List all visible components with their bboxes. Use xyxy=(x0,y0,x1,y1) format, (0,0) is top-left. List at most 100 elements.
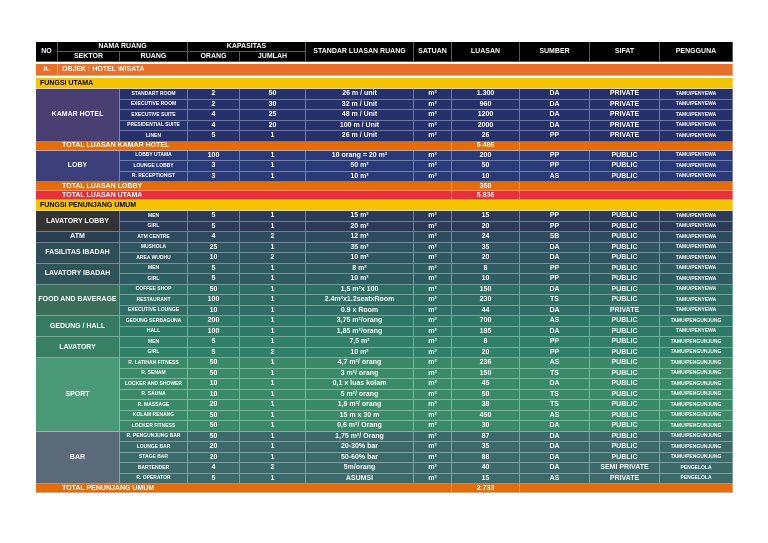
sumber: AS xyxy=(520,473,590,484)
satuan: m² xyxy=(414,379,452,390)
ruang: STANDART ROOM xyxy=(120,89,188,100)
jumlah: 1 xyxy=(240,295,306,306)
standar: 3 m²/ orang xyxy=(306,368,414,379)
sumber: AS xyxy=(520,316,590,327)
sumber: TS xyxy=(520,389,590,400)
jumlah: 2 xyxy=(240,347,306,358)
luasan: 230 xyxy=(452,295,520,306)
ruang: AREA WUDHU xyxy=(120,253,188,264)
orang: 100 xyxy=(188,326,240,337)
sector: LOBY xyxy=(36,150,120,182)
sector: BAR xyxy=(36,431,120,484)
sifat: PUBLIC xyxy=(590,274,660,285)
sifat: PRIVATE xyxy=(590,305,660,316)
sumber: DA xyxy=(520,110,590,121)
pengguna: TAMU/PENYEWA xyxy=(660,211,733,222)
standar: 3,75 m²/orang xyxy=(306,316,414,327)
ruang: LOCKER FITNESS xyxy=(120,421,188,432)
ruang: KOLAM RENANG xyxy=(120,410,188,421)
luasan: 200 xyxy=(452,150,520,161)
standar: 12 m² xyxy=(306,232,414,243)
jumlah: 1 xyxy=(240,284,306,295)
luasan: 40 xyxy=(452,463,520,474)
ruang: MEN xyxy=(120,337,188,348)
ruang: RESTAURANT xyxy=(120,295,188,306)
sifat: PUBLIC xyxy=(590,171,660,182)
orang: 10 xyxy=(188,253,240,264)
header-ruang: RUANG xyxy=(120,52,188,62)
satuan: m² xyxy=(414,110,452,121)
jumlah: 1 xyxy=(240,442,306,453)
satuan: m² xyxy=(414,389,452,400)
pengguna: TAMU/PENYEWA xyxy=(660,110,733,121)
luasan: 150 xyxy=(452,284,520,295)
ruang: LOCKER AND SHOWER xyxy=(120,379,188,390)
satuan: m² xyxy=(414,442,452,453)
satuan: m² xyxy=(414,463,452,474)
sector: SPORT xyxy=(36,358,120,432)
pengguna: TAMU/PENGUNJUNG xyxy=(660,379,733,390)
total-value: 350 xyxy=(452,182,520,191)
jumlah: 1 xyxy=(240,150,306,161)
orang: 50 xyxy=(188,284,240,295)
satuan: m² xyxy=(414,242,452,253)
header-kapasitas: KAPASITAS xyxy=(188,42,306,52)
satuan: m² xyxy=(414,431,452,442)
satuan: m² xyxy=(414,232,452,243)
ruang: LOBBY UTAMA xyxy=(120,150,188,161)
orang: 5 xyxy=(188,347,240,358)
section-heading: FUNGSI PENUNJANG UMUM xyxy=(36,200,733,211)
orang: 4 xyxy=(188,110,240,121)
sumber: AS xyxy=(520,171,590,182)
sifat: PUBLIC xyxy=(590,410,660,421)
luasan: 700 xyxy=(452,316,520,327)
luasan: 20 xyxy=(452,253,520,264)
total-label: TOTAL LUASAN KAMAR HOTEL xyxy=(36,141,452,151)
ruang: R. RECEPTIONIST xyxy=(120,171,188,182)
jumlah: 2 xyxy=(240,232,306,243)
luasan: 150 xyxy=(452,368,520,379)
jumlah: 20 xyxy=(240,120,306,131)
total-filler xyxy=(520,182,733,191)
total-label: TOTAL LUASAN UTAMA xyxy=(36,191,452,200)
satuan: m² xyxy=(414,99,452,110)
pengguna: TAMU/PENYEWA xyxy=(660,284,733,295)
jumlah: 1 xyxy=(240,358,306,369)
pengguna: TAMU/PENYEWA xyxy=(660,232,733,243)
luasan: 185 xyxy=(452,326,520,337)
orang: 5 xyxy=(188,274,240,285)
pengguna: TAMU/PENYEWA xyxy=(660,274,733,285)
pengguna: TAMU/PENGUNJUNG xyxy=(660,347,733,358)
orang: 3 xyxy=(188,161,240,172)
pengguna: TAMU/PENYEWA xyxy=(660,221,733,232)
sumber: PP xyxy=(520,161,590,172)
ruang: LOUNGE LOBBY xyxy=(120,161,188,172)
standar: 26 m / unit xyxy=(306,89,414,100)
section-label: OBJEK : HOTEL WISATA xyxy=(58,64,733,76)
section-no: A. xyxy=(36,64,58,76)
sumber: DA xyxy=(520,452,590,463)
standar: 5 m²/ orang xyxy=(306,389,414,400)
orang: 4 xyxy=(188,232,240,243)
pengguna: TAMU/PENYEWA xyxy=(660,150,733,161)
header-jumlah: JUMLAH xyxy=(240,52,306,62)
header-satuan: SATUAN xyxy=(414,42,452,62)
sifat: PUBLIC xyxy=(590,389,660,400)
sifat: PUBLIC xyxy=(590,368,660,379)
standar: 48 m / Unit xyxy=(306,110,414,121)
orang: 50 xyxy=(188,410,240,421)
sifat: PUBLIC xyxy=(590,400,660,411)
jumlah: 1 xyxy=(240,221,306,232)
standar: 50 m² xyxy=(306,161,414,172)
sumber: DA xyxy=(520,253,590,264)
satuan: m² xyxy=(414,326,452,337)
total-value: 2.733 xyxy=(452,484,520,493)
standar: 0,6 m²/ Orang xyxy=(306,421,414,432)
standar: 15 m x 30 m xyxy=(306,410,414,421)
sifat: PUBLIC xyxy=(590,421,660,432)
standar: 0,1 x luas kolam xyxy=(306,379,414,390)
orang: 2 xyxy=(188,89,240,100)
jumlah: 1 xyxy=(240,337,306,348)
standar: 0.9 x Room xyxy=(306,305,414,316)
satuan: m² xyxy=(414,400,452,411)
